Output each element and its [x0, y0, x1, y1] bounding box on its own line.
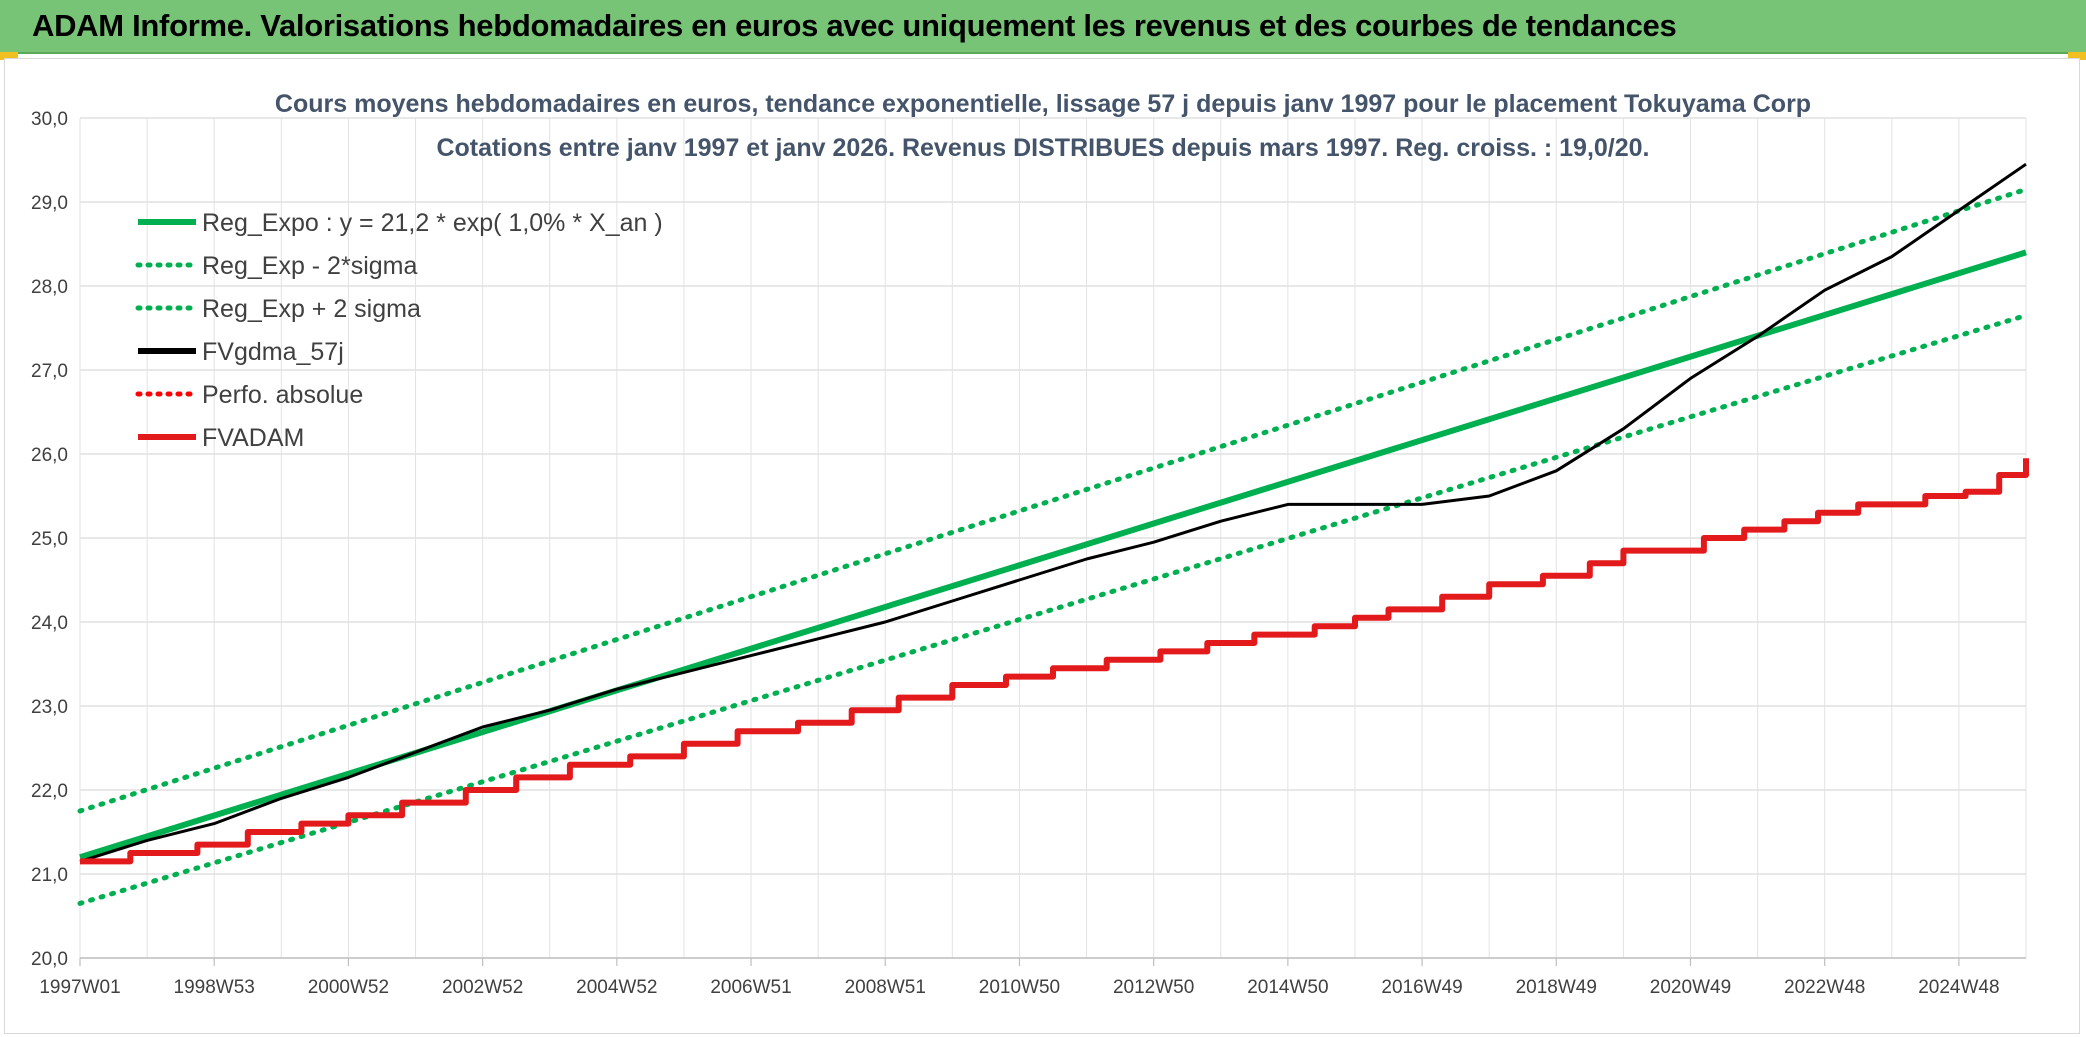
y-tick-label: 25,0	[31, 529, 68, 550]
y-tick-label: 21,0	[31, 865, 68, 886]
x-tick-label: 2018W49	[1516, 977, 1597, 998]
corner-mark-right	[2068, 52, 2086, 60]
y-tick-label: 22,0	[31, 781, 68, 802]
x-axis: 1997W01 1998W53 2000W52 2002W52 2004W52 2006W…	[39, 957, 2026, 998]
y-tick-label: 20,0	[31, 949, 68, 970]
series-line	[77, 186, 2029, 814]
y-axis: 20,0 21,0 22,0 23,0 24,0 25,0 26,0 27,0 28,0 29,0…	[31, 109, 68, 970]
x-tick-label: 2024W48	[1918, 977, 1999, 998]
legend-label: FVgdma_57j	[202, 338, 344, 366]
x-tick-label: 2014W50	[1247, 977, 1328, 998]
y-tick-label: 30,0	[31, 109, 68, 130]
series-line	[79, 249, 2027, 861]
x-tick-label: 2004W52	[576, 977, 657, 998]
x-tick-label: 2010W50	[979, 977, 1060, 998]
report-title: ADAM Informe. Valorisations hebdomadaire…	[32, 8, 1677, 43]
grid-lines	[79, 117, 2027, 959]
chart-frame	[4, 58, 2080, 1034]
series-line	[79, 162, 2027, 863]
legend-label: FVADAM	[202, 424, 304, 452]
x-tick-label: 2012W50	[1113, 977, 1194, 998]
y-tick-label: 24,0	[31, 613, 68, 634]
x-tick-label: 2008W51	[845, 977, 926, 998]
x-tick-label: 2006W51	[710, 977, 791, 998]
x-tick-label: 2002W52	[442, 977, 523, 998]
x-tick-label: 1998W53	[174, 977, 255, 998]
legend: Reg_Expo : y = 21,2 * exp( 1,0% * X_an )…	[135, 209, 663, 452]
y-tick-label: 29,0	[31, 193, 68, 214]
chart-title-line-2: Cotations entre janv 1997 et janv 2026. …	[436, 134, 1649, 162]
y-tick-label: 23,0	[31, 697, 68, 718]
x-tick-label: 2020W49	[1650, 977, 1731, 998]
report-banner: ADAM Informe. Valorisations hebdomadaire…	[0, 0, 2086, 54]
legend-label: Reg_Expo : y = 21,2 * exp( 1,0% * X_an )	[202, 209, 663, 237]
series-layer	[77, 162, 2029, 906]
corner-mark-left	[0, 52, 18, 60]
legend-label: Reg_Exp + 2 sigma	[202, 295, 421, 323]
chart-title-line-1: Cours moyens hebdomadaires en euros, ten…	[275, 90, 1811, 118]
y-tick-label: 27,0	[31, 361, 68, 382]
x-tick-label: 1997W01	[39, 977, 120, 998]
x-tick-label: 2016W49	[1381, 977, 1462, 998]
series-line	[80, 458, 2029, 865]
legend-label: Perfo. absolue	[202, 381, 363, 409]
y-tick-label: 26,0	[31, 445, 68, 466]
x-tick-label: 2000W52	[308, 977, 389, 998]
legend-label: Reg_Exp - 2*sigma	[202, 252, 417, 280]
y-tick-label: 28,0	[31, 277, 68, 298]
x-tick-label: 2022W48	[1784, 977, 1865, 998]
